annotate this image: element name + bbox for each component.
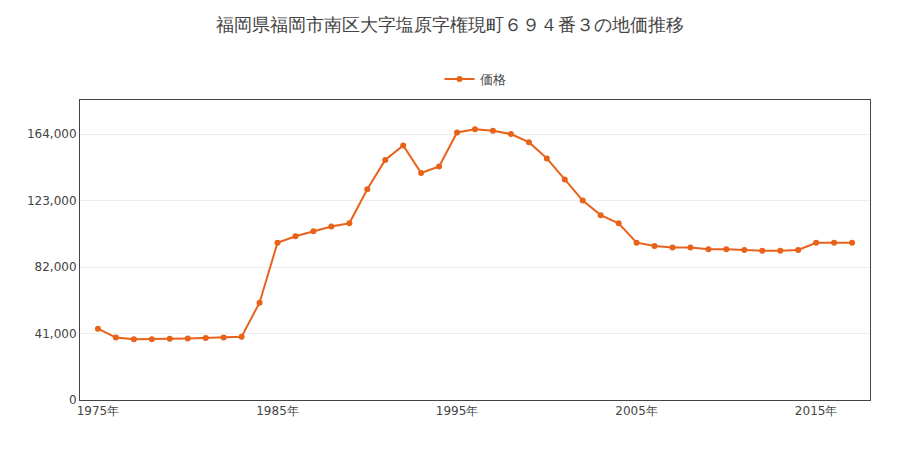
svg-text:82,000: 82,000	[35, 260, 77, 274]
svg-text:2005年: 2005年	[615, 404, 658, 418]
svg-text:123,000: 123,000	[27, 194, 77, 208]
svg-text:1975年: 1975年	[77, 404, 120, 418]
svg-text:1985年: 1985年	[256, 404, 299, 418]
svg-text:1995年: 1995年	[436, 404, 479, 418]
svg-text:41,000: 41,000	[35, 327, 77, 341]
svg-text:0: 0	[69, 393, 77, 407]
svg-text:2015年: 2015年	[795, 404, 838, 418]
svg-text:福岡県福岡市南区大字塩原字権現町６９４番３の地価推移: 福岡県福岡市南区大字塩原字権現町６９４番３の地価推移	[216, 14, 684, 35]
svg-text:164,000: 164,000	[27, 127, 77, 141]
svg-text:価格: 価格	[480, 72, 506, 87]
